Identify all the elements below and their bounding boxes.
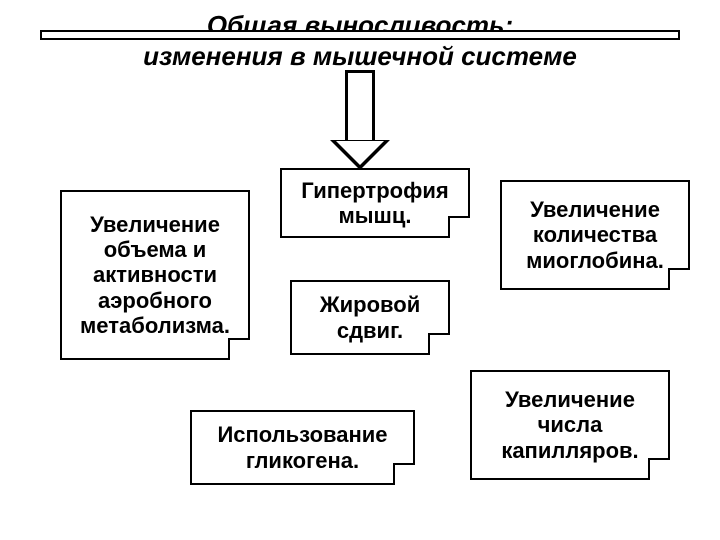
note-fold-icon xyxy=(448,216,470,238)
note-myoglobin: Увеличение количества миоглобина. xyxy=(500,180,690,290)
down-arrow-head-fill xyxy=(336,141,384,165)
note-text: Жировой сдвиг. xyxy=(300,292,440,343)
note-text: Увеличение числа капилляров. xyxy=(480,387,660,463)
horizontal-rule xyxy=(40,30,680,40)
title-line-2: изменения в мышечной системе xyxy=(143,41,577,71)
note-fold-icon xyxy=(228,338,250,360)
note-fold-icon xyxy=(668,268,690,290)
note-glycogen: Использование гликогена. xyxy=(190,410,415,485)
note-aerobic-metabolism: Увеличение объема и активности аэробного… xyxy=(60,190,250,360)
note-hypertrophy: Гипертрофия мышц. xyxy=(280,168,470,238)
note-text: Увеличение объема и активности аэробного… xyxy=(70,212,240,338)
note-text: Использование гликогена. xyxy=(200,422,405,473)
note-capillaries: Увеличение числа капилляров. xyxy=(470,370,670,480)
page-title: Общая выносливость: изменения в мышечной… xyxy=(0,10,720,72)
note-text: Гипертрофия мышц. xyxy=(290,178,460,229)
note-fold-icon xyxy=(648,458,670,480)
note-fold-icon xyxy=(428,333,450,355)
down-arrow-stem xyxy=(345,70,375,140)
note-fat-shift: Жировой сдвиг. xyxy=(290,280,450,355)
note-fold-icon xyxy=(393,463,415,485)
note-text: Увеличение количества миоглобина. xyxy=(510,197,680,273)
